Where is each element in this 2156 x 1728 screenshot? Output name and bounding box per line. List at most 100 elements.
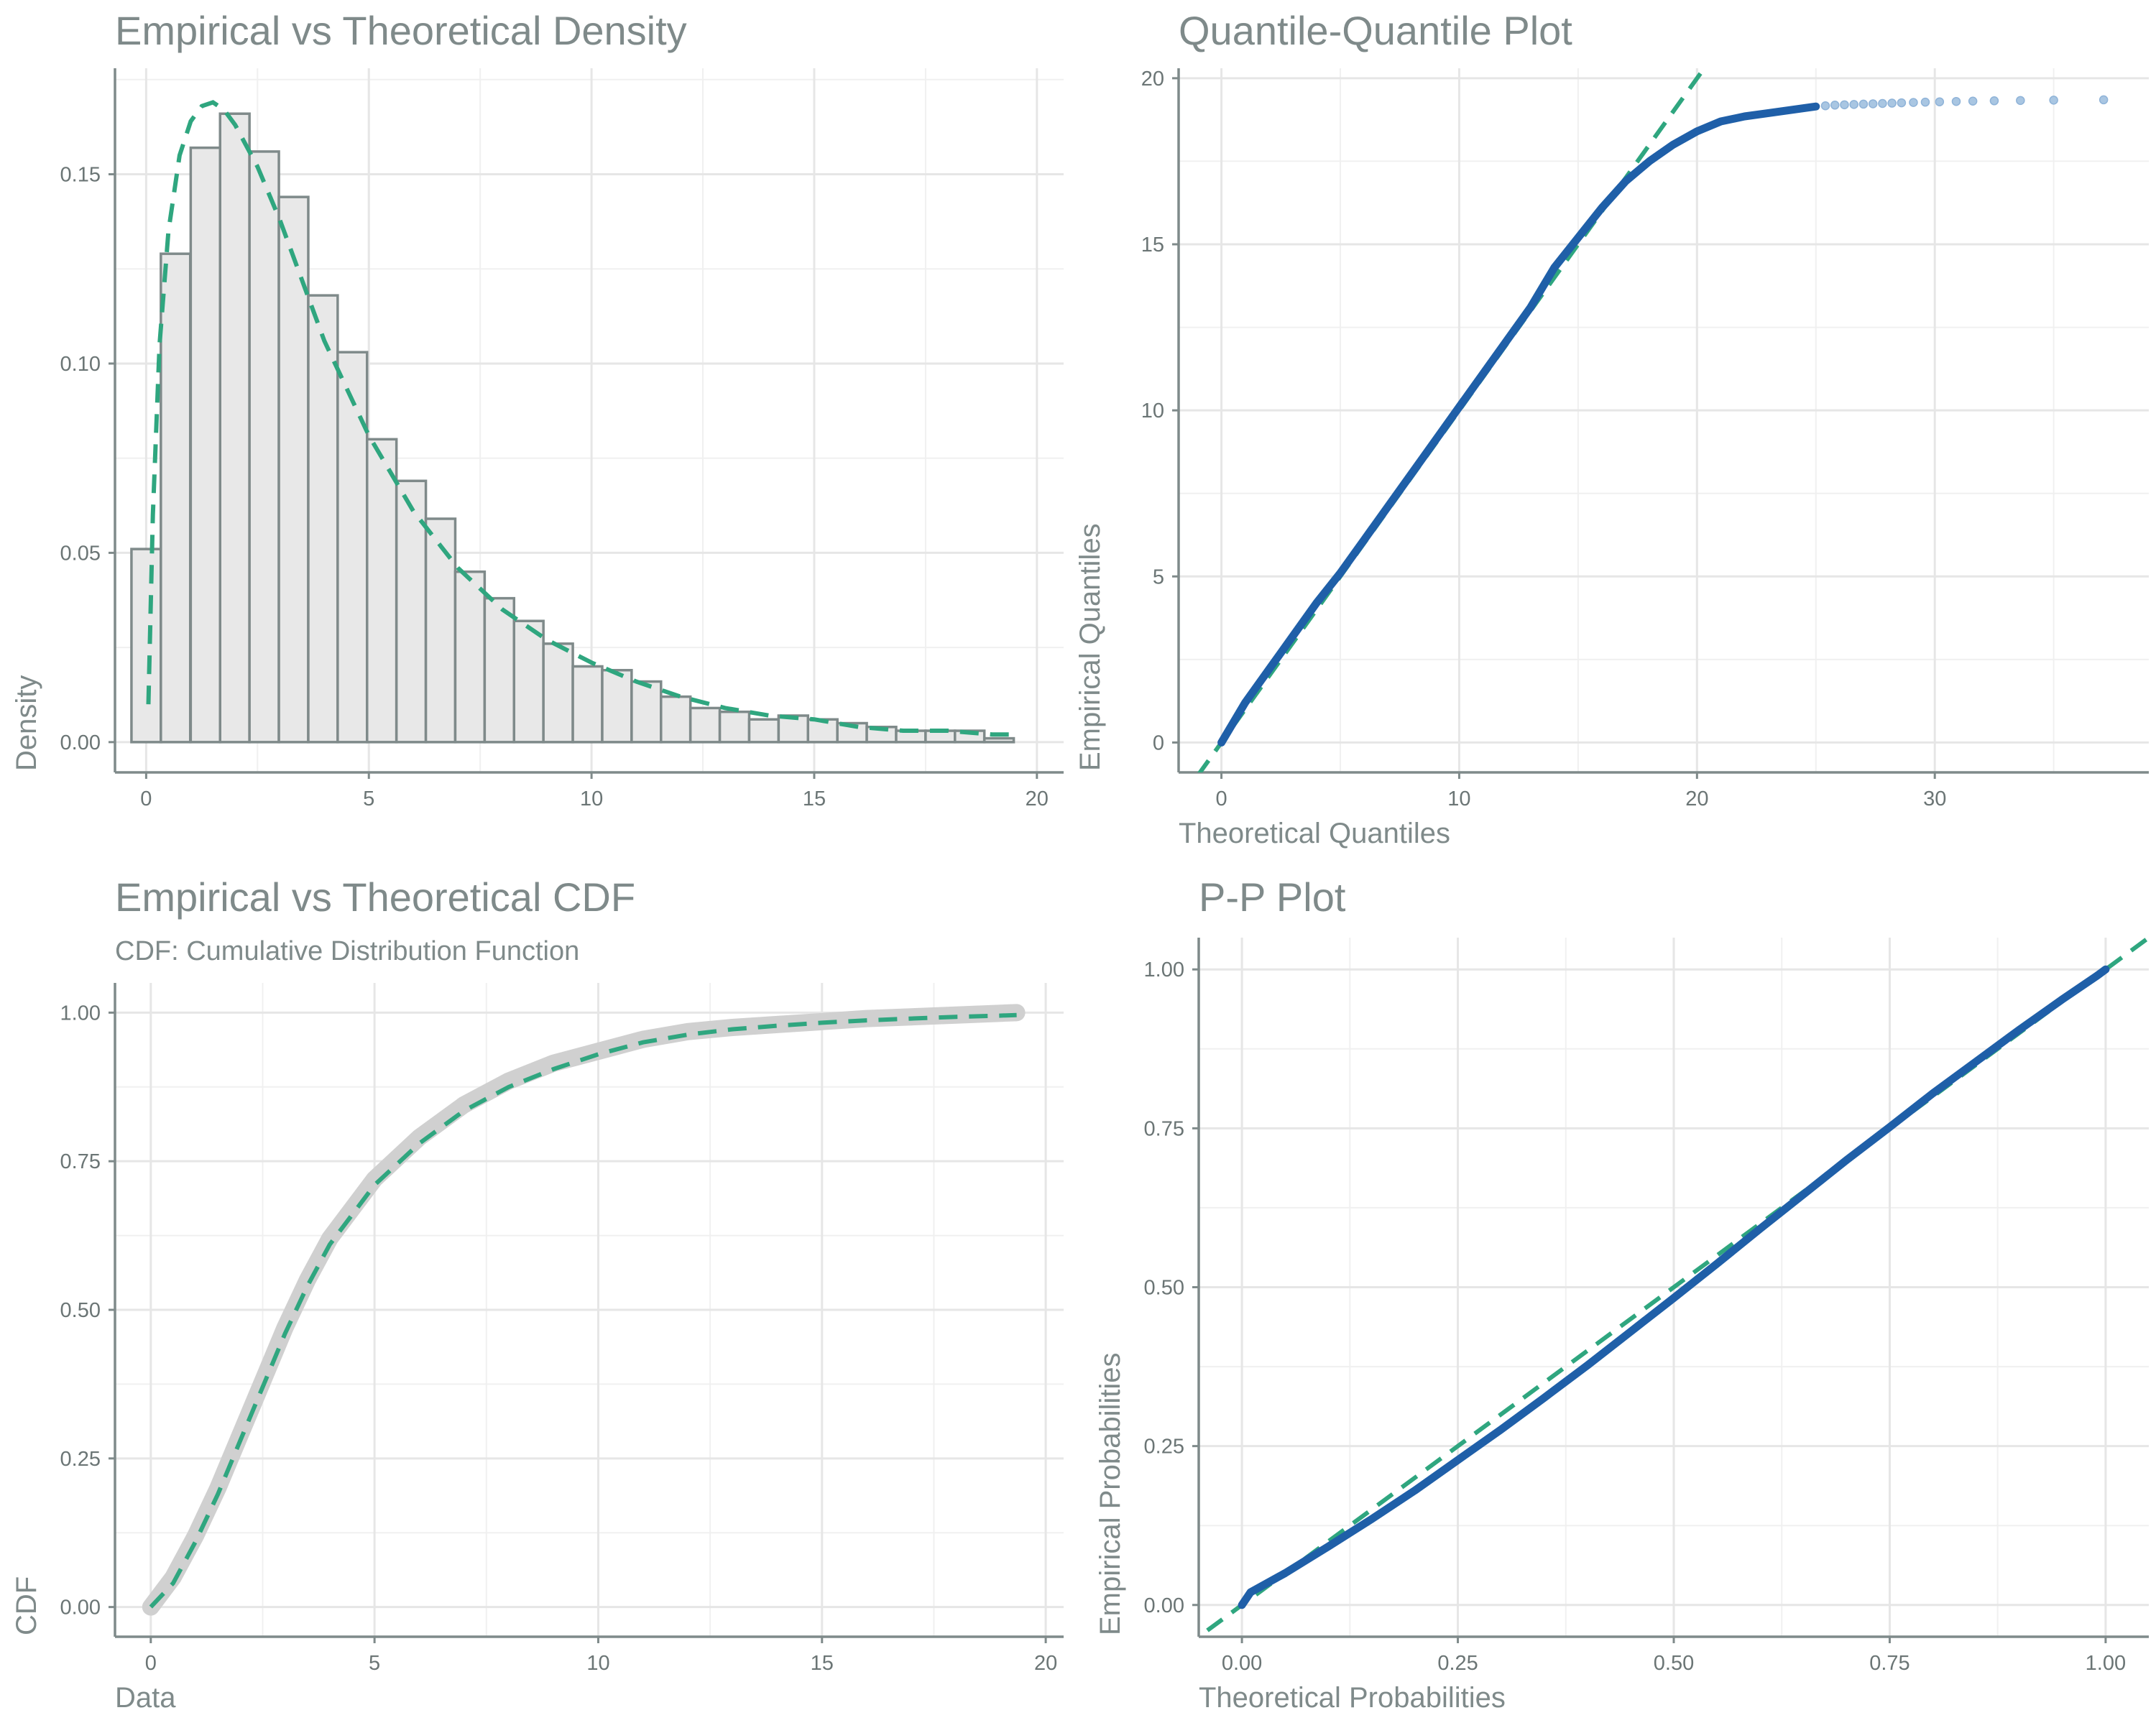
density-y-tick-label: 0.15 [60, 164, 101, 187]
qq-point [1849, 100, 1858, 109]
histogram-bar [660, 695, 692, 744]
qq-y-tick-label: 10 [1141, 399, 1164, 422]
pp-x-tick-label: 0.00 [1222, 1652, 1262, 1675]
cdf-x-tick-label: 0 [145, 1652, 157, 1675]
cdf-panel: Empirical vs Theoretical CDF CDF: Cumula… [11, 874, 1064, 1714]
theoretical-density-line [146, 100, 1019, 737]
histogram-bar [424, 517, 457, 744]
histogram-bar [601, 668, 633, 744]
qq-x-tick-label: 10 [1447, 787, 1470, 810]
histogram-bar [160, 252, 192, 744]
cdf-x-tick-label: 10 [586, 1652, 609, 1675]
pp-x-axis-title: Theoretical Probabilities [1199, 1682, 1506, 1714]
pp-y-axis-title: Empirical Probabilities [1095, 1353, 1126, 1635]
qq-point [1830, 101, 1840, 110]
qq-x-tick-label: 0 [1215, 787, 1227, 810]
qq-y-axis-title: Empirical Quantiles [1074, 523, 1106, 771]
qq-point [1989, 96, 1999, 106]
cdf-subtitle: CDF: Cumulative Distribution Function [115, 936, 579, 966]
density-y-axis-title: Density [11, 675, 42, 771]
density-y-tick-label: 0.10 [60, 353, 101, 376]
qq-y-tick-label: 20 [1141, 68, 1164, 91]
histogram-bar [688, 706, 722, 744]
qq-point [1920, 97, 1930, 107]
cdf-y-tick-label: 0.00 [60, 1597, 101, 1620]
density-x-tick-label: 20 [1026, 787, 1049, 810]
pp-y-tick-label: 0.00 [1144, 1594, 1184, 1617]
cdf-x-tick-label: 20 [1034, 1652, 1057, 1675]
cdf-y-tick-label: 1.00 [60, 1002, 101, 1025]
histogram-bar [395, 479, 428, 744]
qq-empirical-quantiles [1217, 102, 1820, 747]
qq-y-tick-label: 15 [1141, 234, 1164, 257]
qq-y-tick-label: 0 [1153, 731, 1164, 754]
histogram-bar [718, 710, 751, 744]
qq-point [1951, 96, 1961, 106]
qq-panel: Quantile-Quantile Plot 0 10 20 30 0 5 10 15 20 Th… [1074, 8, 2149, 849]
density-x-tick-label: 10 [580, 787, 603, 810]
histogram-bar [277, 195, 310, 744]
qq-tail-points [1820, 95, 2109, 111]
pp-y-tick-label: 0.25 [1144, 1436, 1184, 1459]
qq-point [2049, 96, 2058, 105]
qq-x-tick-label: 30 [1923, 787, 1946, 810]
cdf-title: Empirical vs Theoretical CDF [115, 874, 635, 920]
histogram-bar [189, 146, 222, 744]
pp-y-tick-label: 0.50 [1144, 1277, 1184, 1300]
cdf-y-tick-label: 0.50 [60, 1299, 101, 1322]
cdf-x-tick-label: 5 [369, 1652, 380, 1675]
cdf-x-tick-label: 15 [811, 1652, 834, 1675]
histogram-bar [630, 680, 663, 744]
histogram-bar [248, 150, 280, 744]
qq-point [1897, 98, 1907, 108]
qq-point [2016, 96, 2025, 106]
qq-point [1935, 97, 1945, 106]
pp-x-tick-label: 0.50 [1654, 1652, 1694, 1675]
qq-point [1858, 99, 1869, 109]
density-x-tick-label: 5 [363, 787, 374, 810]
qq-point [1878, 98, 1887, 108]
qq-gridlines [1179, 68, 2149, 772]
qq-x-axis-title: Theoretical Quantiles [1179, 818, 1450, 849]
qq-point [1968, 96, 1978, 106]
pp-empirical-probabilities [1238, 965, 2110, 1609]
density-histogram [130, 112, 1015, 744]
cdf-y-tick-label: 0.75 [60, 1150, 101, 1173]
theoretical-cdf-line [149, 1012, 1017, 1609]
qq-point [1820, 101, 1830, 111]
histogram-bar [218, 112, 251, 744]
qq-point [2099, 95, 2109, 105]
pp-x-tick-label: 0.25 [1437, 1652, 1478, 1675]
density-title: Empirical vs Theoretical Density [115, 8, 687, 53]
qq-title: Quantile-Quantile Plot [1179, 8, 1572, 53]
pp-panel: P-P Plot 0.00 0.25 0.50 0.75 1.00 0.00 0.25 0.5… [1095, 874, 2150, 1714]
qq-point [1868, 99, 1878, 108]
histogram-bar [747, 718, 780, 744]
histogram-bar [483, 596, 516, 744]
pp-y-tick-label: 0.75 [1144, 1117, 1184, 1140]
histogram-bar [366, 438, 398, 744]
qq-y-tick-label: 5 [1153, 565, 1164, 588]
histogram-bar [982, 736, 1015, 744]
pp-y-tick-label: 1.00 [1144, 958, 1184, 981]
cdf-y-axis-title: CDF [11, 1576, 42, 1635]
qq-point [1909, 98, 1918, 107]
density-y-tick-label: 0.00 [60, 731, 101, 754]
pp-x-tick-label: 0.75 [1869, 1652, 1909, 1675]
histogram-bar [453, 570, 487, 744]
pp-x-tick-label: 1.00 [2086, 1652, 2126, 1675]
density-y-tick-label: 0.05 [60, 542, 101, 565]
density-x-tick-label: 15 [803, 787, 826, 810]
cdf-y-tick-label: 0.25 [60, 1448, 101, 1471]
histogram-bar [130, 547, 162, 744]
histogram-bar [512, 619, 545, 744]
qq-point [1840, 100, 1849, 110]
density-x-tick-label: 0 [140, 787, 152, 810]
qq-x-tick-label: 20 [1685, 787, 1708, 810]
qq-point [1887, 98, 1897, 108]
cdf-gridlines [115, 983, 1064, 1637]
pp-title: P-P Plot [1199, 874, 1346, 920]
density-panel: Empirical vs Theoretical Density 0 5 10 15 2… [11, 8, 1064, 810]
